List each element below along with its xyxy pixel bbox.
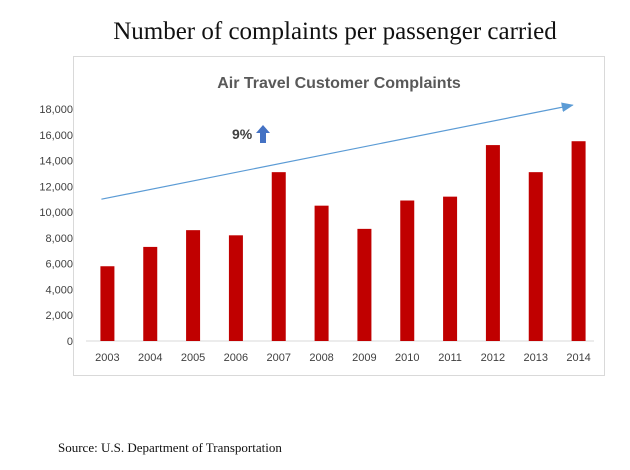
x-tick-label: 2010 [395,352,419,364]
x-tick-label: 2012 [481,352,505,364]
bar-2005 [186,230,201,341]
x-tick-label: 2009 [352,352,376,364]
y-tick-label: 12,000 [39,181,73,193]
bar-2003 [100,266,115,341]
y-tick-label: 16,000 [39,130,73,142]
air-travel-complaints-chart: Air Travel Customer Complaints 0 2,000 4,00… [39,75,594,364]
bar-2012 [485,145,500,341]
bar-2004 [143,246,158,341]
bar-2008 [314,205,329,341]
y-tick-label: 8,000 [45,233,73,245]
source-note: Source: U.S. Department of Transportatio… [58,440,282,455]
x-tick-label: 2011 [438,352,462,364]
x-tick-label: 2008 [309,352,333,364]
y-tick-label: 18,000 [39,104,73,116]
x-tick-label: 2003 [95,352,119,364]
bar-2011 [443,196,458,341]
x-tick-label: 2013 [524,352,548,364]
bar-2009 [357,228,372,341]
y-tick-label: 2,000 [45,310,73,322]
x-tick-label: 2004 [138,352,162,364]
x-tick-label: 2006 [224,352,248,364]
x-tick-label: 2014 [566,352,590,364]
bar-2013 [528,172,543,341]
bar-2010 [400,200,415,341]
bar-2007 [271,172,286,341]
trend-line [101,102,574,200]
growth-label: 9% [232,126,253,142]
chart-title: Air Travel Customer Complaints [217,75,461,92]
slide-title: Number of complaints per passenger carri… [113,18,557,45]
y-tick-label: 4,000 [45,284,73,296]
y-tick-label: 14,000 [39,156,73,168]
up-arrow-icon [256,125,270,143]
bar-2006 [228,235,243,341]
y-tick-label: 0 [67,336,73,348]
chart-frame: Air Travel Customer Complaints 0 2,000 4,00… [39,56,605,376]
bar-2014 [571,141,586,341]
y-tick-label: 6,000 [45,259,73,271]
x-tick-label: 2005 [181,352,205,364]
x-tick-label: 2007 [267,352,291,364]
y-tick-label: 10,000 [39,207,73,219]
